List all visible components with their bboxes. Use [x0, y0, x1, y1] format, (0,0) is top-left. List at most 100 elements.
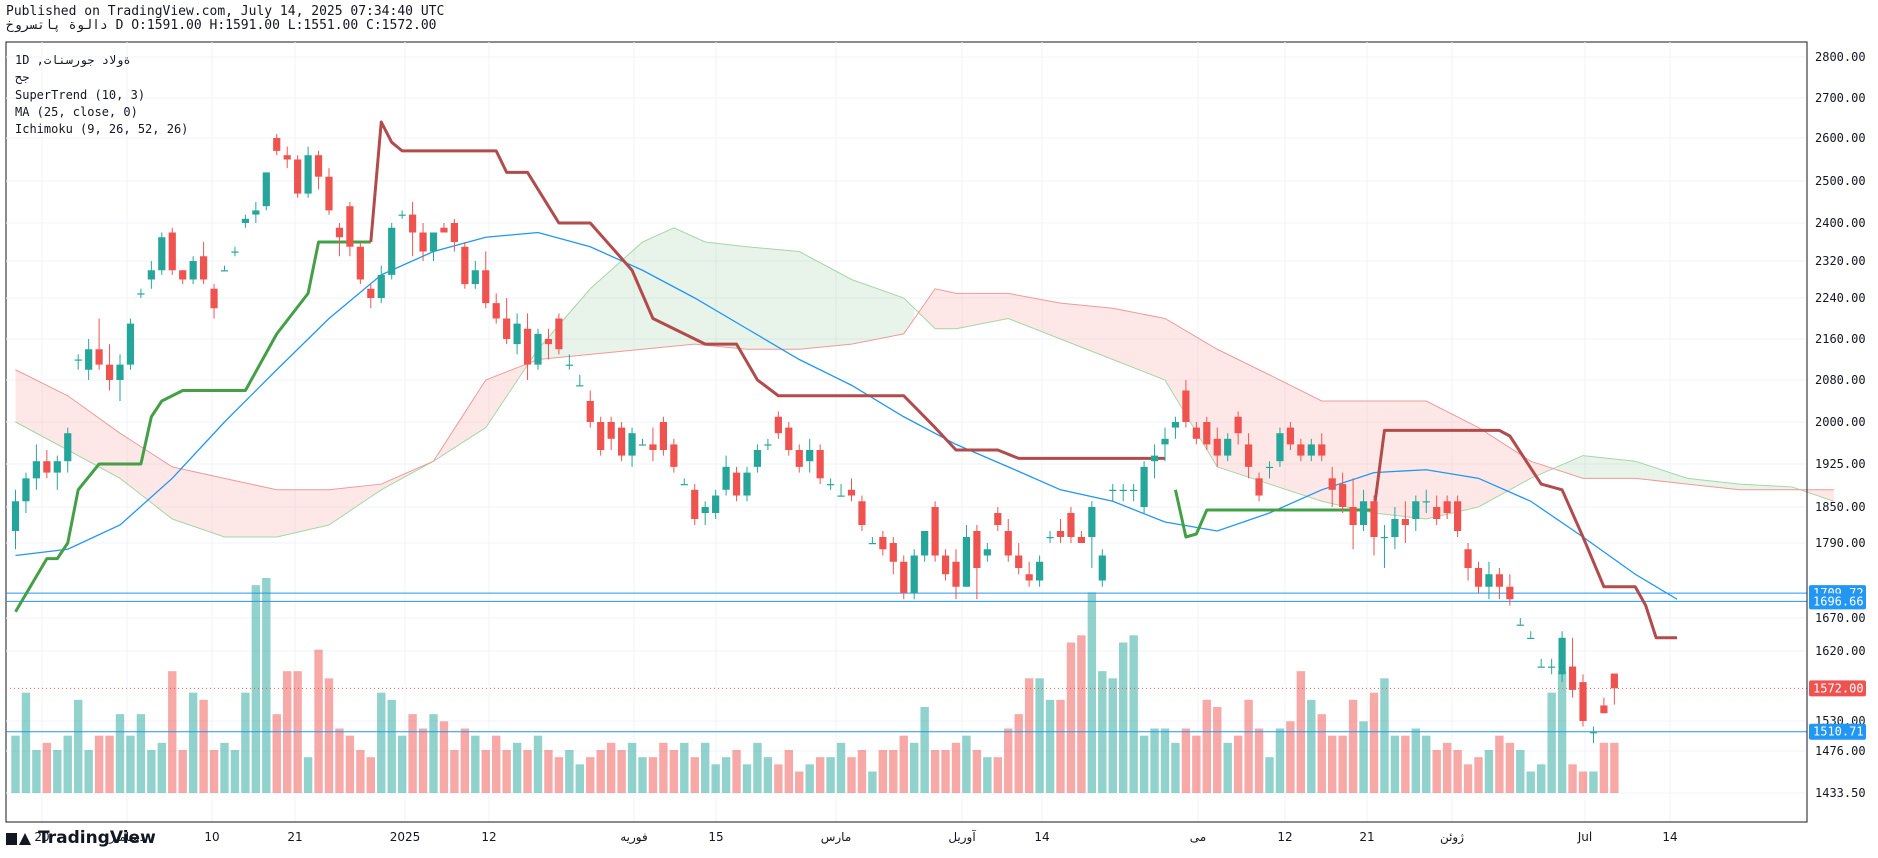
candle-body: [680, 484, 688, 486]
volume-bar: [1024, 678, 1034, 793]
time-tick-label: 12: [1277, 830, 1292, 844]
volume-bar: [1077, 635, 1086, 793]
volume-bar: [105, 735, 114, 793]
volume-bar: [471, 735, 480, 793]
volume-bar: [1359, 721, 1368, 793]
volume-bar: [199, 699, 208, 793]
price-label-text: 1572.00: [1813, 681, 1864, 695]
volume-bar: [1390, 735, 1400, 793]
candle-body: [314, 155, 323, 177]
moving-average: [15, 231, 1678, 600]
volume-bar: [74, 699, 83, 793]
volume-bar: [439, 721, 449, 793]
candle-body: [597, 422, 605, 450]
volume-bar: [1139, 735, 1149, 793]
published-info: Published on TradingView.com, July 14, 2…: [6, 4, 445, 19]
candle-body: [482, 270, 490, 304]
volume-bar: [512, 742, 522, 793]
volume-bar: [241, 692, 250, 793]
volume-bar: [941, 750, 950, 793]
volume-bar: [1150, 728, 1159, 793]
volume-bar: [1035, 678, 1044, 793]
candle-body: [785, 427, 793, 450]
volume-bar: [262, 578, 271, 793]
candle-body: [1589, 732, 1598, 734]
time-tick-label: 2025: [390, 830, 421, 844]
time-tick-label: 21: [287, 830, 302, 844]
candle-body: [806, 450, 814, 462]
volume-bar: [868, 771, 877, 793]
candle-body: [1046, 537, 1054, 539]
volume-bar: [1578, 771, 1588, 793]
price-tick-label: 1850.00: [1815, 500, 1866, 514]
volume-bar: [1233, 735, 1243, 793]
candle-body: [827, 484, 835, 486]
volume-bar: [1202, 699, 1211, 793]
volume-bar: [983, 757, 992, 793]
legend-exchange: جح: [15, 70, 30, 84]
volume-bar: [606, 742, 616, 793]
candle-body: [1297, 444, 1305, 456]
volume-bar: [1192, 735, 1201, 793]
volume-bar: [1568, 764, 1577, 793]
time-tick-label: Jul: [1577, 830, 1592, 844]
volume-bar: [1505, 742, 1515, 793]
volume-bar: [492, 735, 501, 793]
candle-body: [231, 251, 239, 253]
candle-body: [691, 489, 699, 519]
candle-body: [168, 232, 176, 271]
cloud-fill: [919, 288, 1552, 519]
time-tick-label: مارس: [821, 830, 852, 845]
legend-supertrend[interactable]: SuperTrend (10, 3): [15, 88, 146, 102]
candle-body: [523, 328, 532, 365]
candle-body: [837, 495, 845, 497]
legend-ma[interactable]: MA (25, close, 0): [15, 105, 138, 119]
candle-body: [534, 333, 542, 365]
legend-ichimoku[interactable]: Ichimoku (9, 26, 52, 26): [15, 122, 189, 136]
candle-body: [764, 444, 772, 446]
candle-body: [1464, 549, 1472, 568]
volume-bar: [1181, 728, 1191, 793]
candle-body: [273, 138, 281, 151]
volume-bar: [753, 742, 762, 793]
volume-bar: [429, 714, 438, 793]
volume-bar: [377, 692, 386, 793]
volume-bar: [1087, 592, 1097, 793]
price-label-box: [1809, 593, 1866, 610]
candle-body: [1485, 574, 1493, 587]
price-axis[interactable]: 2800.00 2700.00 2600.00 2500.00 2400.00 2320.…: [1815, 50, 1866, 800]
ohlc-values: D O:1591.00 H:1591.00 L:1551.00 C:1572.0…: [115, 18, 437, 33]
volume-bar: [1537, 764, 1546, 793]
volume-bar: [32, 750, 41, 793]
volume-bar: [1463, 764, 1473, 793]
candle-body: [126, 323, 135, 365]
price-tick-label: 1790.00: [1815, 536, 1866, 550]
volume-bar: [711, 764, 720, 793]
volume-bar: [721, 757, 731, 793]
volume-bar: [387, 699, 396, 793]
volume-bar: [1307, 699, 1316, 793]
volume-bar: [94, 735, 104, 793]
candle-body: [1568, 666, 1577, 690]
candle-body: [743, 472, 751, 496]
price-tick-label: 2000.00: [1815, 415, 1866, 429]
candle-body: [712, 495, 720, 513]
candle-body: [931, 507, 939, 556]
candle-body: [618, 427, 626, 456]
candle-body: [1579, 682, 1587, 721]
candle-body: [210, 288, 218, 309]
volume-bar: [1338, 735, 1347, 793]
candle-body: [1161, 438, 1169, 445]
candle-body: [1401, 519, 1409, 525]
volume-bar: [220, 742, 229, 793]
time-axis[interactable]: 20 دسامبر 10 21 2025 12 فوریه 15 مارس آوریل 14 می 12…: [34, 829, 1677, 845]
candle-body: [116, 364, 124, 380]
volume-bar: [126, 735, 135, 793]
volume-bar: [899, 735, 908, 793]
candle-body: [973, 531, 981, 568]
time-tick-label: 14: [1662, 830, 1677, 844]
volume-bar: [1348, 699, 1358, 793]
price-tick-label: 2400.00: [1815, 216, 1866, 230]
candle-body: [879, 537, 887, 550]
